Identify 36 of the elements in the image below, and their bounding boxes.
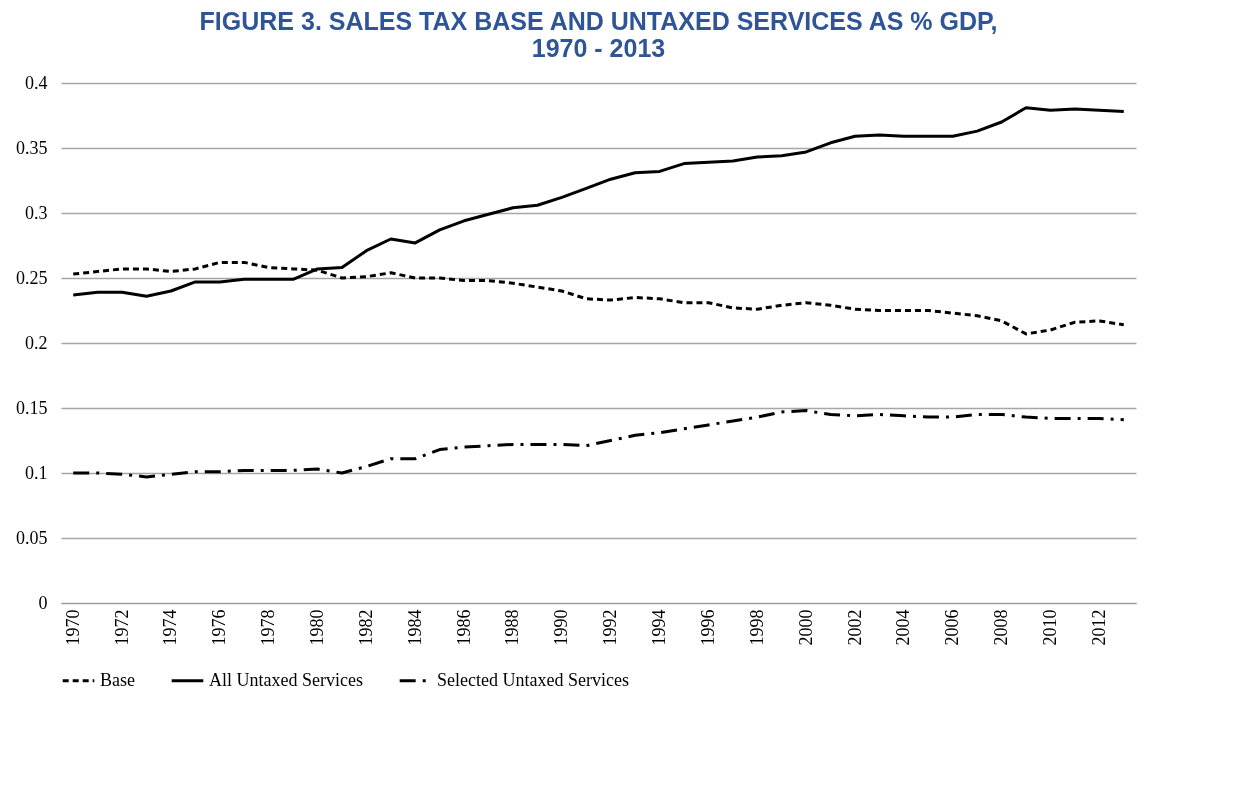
chart-title: FIGURE 3. SALES TAX BASE AND UNTAXED SERVICES AS % GDP, 1970 - 2013 <box>199 7 998 62</box>
x-tick-label: 2004 <box>893 609 914 646</box>
x-tick-label: 2006 <box>942 609 963 646</box>
y-tick-label: 0.4 <box>25 72 48 93</box>
x-tick-label: 2008 <box>991 609 1012 646</box>
x-tick-label: 1994 <box>649 609 670 646</box>
x-tick-label: 1990 <box>551 609 572 646</box>
y-tick-label: 0.3 <box>25 202 48 223</box>
x-tick-label: 1980 <box>307 609 328 646</box>
x-tick-label: 1974 <box>160 609 181 646</box>
legend-label: All Untaxed Services <box>209 669 363 690</box>
x-tick-label: 1978 <box>258 609 279 646</box>
y-tick-label: 0.05 <box>16 527 48 548</box>
y-tick-label: 0 <box>38 592 48 613</box>
y-tick-label: 0.2 <box>25 332 48 353</box>
x-tick-label: 2000 <box>795 609 816 646</box>
x-tick-label: 1986 <box>453 609 474 646</box>
x-tick-label: 1988 <box>502 609 523 646</box>
x-tick-label: 2012 <box>1088 609 1109 646</box>
y-tick-label: 0.25 <box>16 267 48 288</box>
y-tick-label: 0.1 <box>25 462 48 483</box>
x-tick-label: 1972 <box>111 609 132 646</box>
y-tick-label: 0.15 <box>16 397 48 418</box>
x-tick-label: 2010 <box>1039 609 1060 646</box>
x-tick-label: 1976 <box>209 609 230 646</box>
x-tick-label: 1982 <box>355 609 376 646</box>
x-tick-label: 1998 <box>746 609 767 646</box>
x-tick-label: 1992 <box>600 609 621 646</box>
x-tick-label: 1970 <box>62 609 83 646</box>
legend-label: Selected Untaxed Services <box>437 669 629 690</box>
x-tick-label: 2002 <box>844 609 865 646</box>
y-tick-label: 0.35 <box>16 137 48 158</box>
line-series <box>71 409 1126 479</box>
x-tick-label: 1996 <box>697 609 718 646</box>
legend-label: Base <box>100 669 135 690</box>
x-tick-label: 1984 <box>404 609 425 646</box>
